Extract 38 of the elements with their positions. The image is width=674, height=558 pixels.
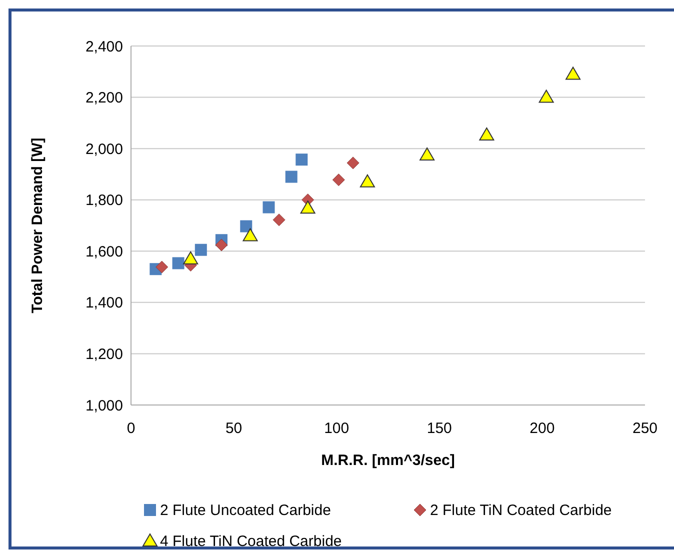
point — [262, 201, 275, 214]
y-tick-label: 1,000 — [85, 397, 123, 414]
point — [183, 251, 198, 264]
point — [332, 174, 345, 186]
point — [420, 147, 435, 160]
point — [566, 66, 581, 80]
point — [215, 238, 228, 252]
y-tick-label: 2,400 — [85, 38, 123, 56]
point — [346, 156, 360, 170]
point — [285, 170, 298, 183]
point — [240, 220, 252, 232]
point — [156, 260, 168, 274]
y-tick-label: 1,600 — [85, 243, 123, 260]
point — [242, 228, 258, 242]
legend-label: 4 Flute TiN Coated Carbide — [160, 533, 342, 550]
y-tick-label: 1,800 — [85, 192, 123, 210]
point — [194, 244, 207, 256]
y-tick-label: 1,400 — [85, 294, 123, 312]
point — [296, 154, 308, 166]
y-axis-title: Total Power Demand [W] — [29, 138, 46, 314]
legend-label: 2 Flute Uncoated Carbide — [160, 502, 331, 519]
x-tick-label: 200 — [530, 420, 555, 437]
point — [300, 200, 316, 214]
y-tick-label: 2,200 — [85, 90, 123, 107]
y-tick-label: 2,000 — [85, 140, 123, 158]
x-tick-label: 150 — [426, 420, 452, 437]
x-tick-label: 0 — [126, 420, 136, 437]
point — [272, 214, 286, 226]
x-tick-label: 250 — [632, 420, 658, 437]
x-tick-label: 100 — [324, 420, 350, 437]
x-axis-title: M.R.R. [mm^3/sec] — [321, 452, 455, 469]
point — [360, 174, 375, 188]
x-tick-label: 50 — [225, 420, 242, 437]
legend-label: 2 Flute TiN Coated Carbide — [430, 502, 612, 519]
y-tick-label: 1,200 — [85, 346, 123, 363]
point — [479, 127, 494, 140]
point — [172, 257, 184, 270]
point — [538, 90, 554, 103]
